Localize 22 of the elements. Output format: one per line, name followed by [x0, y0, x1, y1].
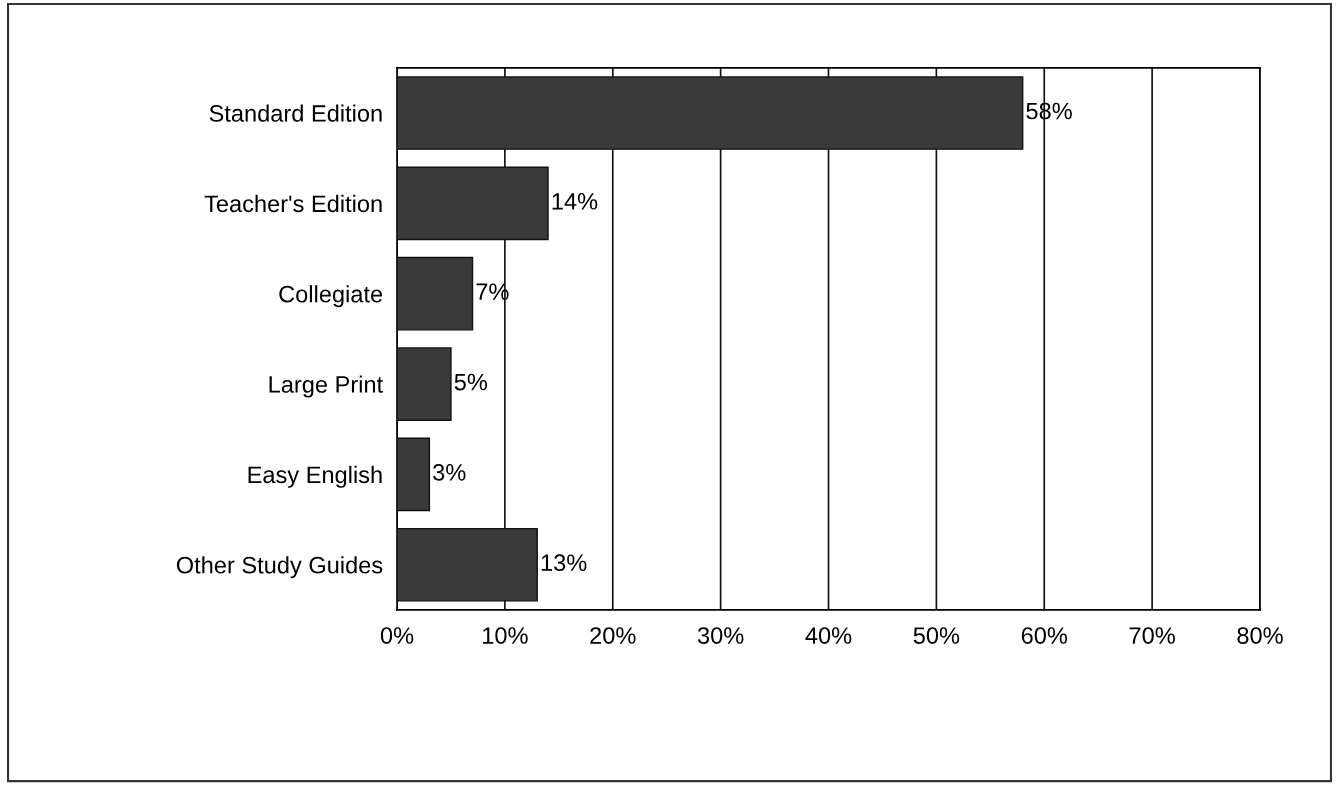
x-tick-label: 60% [1021, 627, 1068, 644]
y-tick-label: Teacher's Edition [204, 194, 382, 213]
x-tick-label: 40% [805, 627, 852, 644]
x-tick-label: 0% [380, 627, 414, 644]
y-tick-label: Collegiate [279, 285, 383, 308]
bar [397, 437, 431, 512]
y-tick-label: Other Study Guides [176, 556, 383, 579]
data-label: 5% [454, 373, 488, 391]
bar [397, 347, 452, 421]
x-tick-label: 10% [483, 627, 528, 644]
x-tick-label: 50% [913, 627, 960, 644]
y-tick-label: Standard Edition [209, 104, 382, 122]
x-tick-label: 20% [590, 627, 636, 644]
data-label: 3% [433, 464, 466, 481]
x-tick-label: 30% [697, 627, 744, 644]
y-tick-label: Large Print [269, 375, 383, 398]
bar [397, 256, 474, 331]
x-tick-label: 80% [1237, 627, 1283, 644]
data-label: 14% [552, 193, 598, 210]
y-tick-label: Easy English [248, 465, 382, 488]
data-label: 13% [541, 554, 587, 572]
x-tick-label: 70% [1129, 627, 1175, 644]
